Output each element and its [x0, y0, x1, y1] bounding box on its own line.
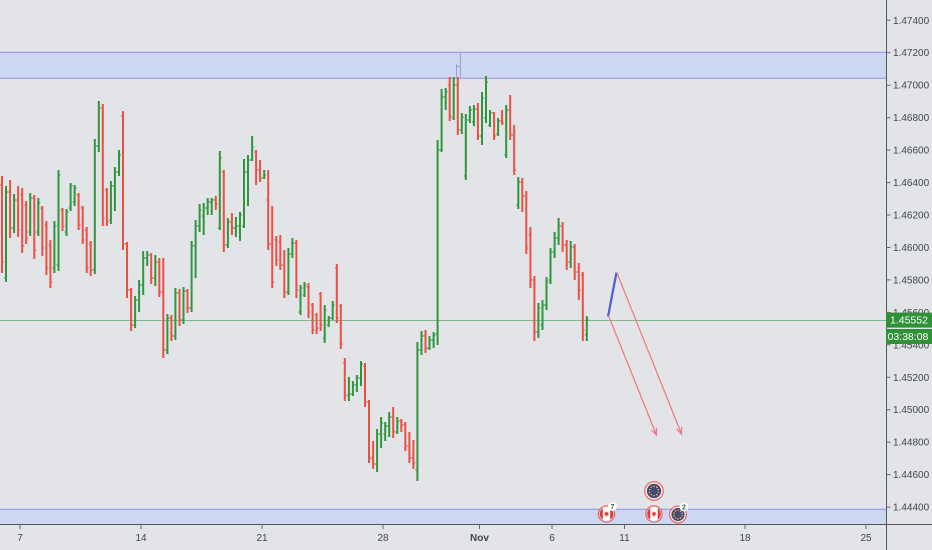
svg-text:1.45200: 1.45200	[893, 373, 930, 384]
svg-text:28: 28	[377, 533, 389, 544]
svg-text:1.45552: 1.45552	[890, 315, 928, 327]
svg-text:1.44600: 1.44600	[893, 470, 930, 481]
svg-text:1.45000: 1.45000	[893, 405, 930, 416]
svg-text:7: 7	[611, 504, 615, 511]
svg-text:14: 14	[135, 533, 147, 544]
svg-text:1.46000: 1.46000	[893, 243, 930, 254]
svg-text:1.47000: 1.47000	[893, 81, 930, 92]
svg-text:7: 7	[17, 533, 23, 544]
svg-text:1.46200: 1.46200	[893, 211, 930, 222]
svg-text:25: 25	[860, 533, 872, 544]
svg-text:1.44400: 1.44400	[893, 503, 930, 514]
svg-text:03:38:08: 03:38:08	[888, 331, 929, 343]
svg-text:18: 18	[739, 533, 751, 544]
svg-text:1.45400: 1.45400	[893, 340, 930, 351]
svg-text:1.47200: 1.47200	[893, 48, 930, 59]
svg-text:11: 11	[619, 533, 630, 544]
svg-text:1.46800: 1.46800	[893, 113, 930, 124]
svg-text:21: 21	[256, 533, 268, 544]
svg-text:1.46600: 1.46600	[893, 146, 930, 157]
svg-text:Nov: Nov	[470, 533, 489, 544]
svg-text:1.45800: 1.45800	[893, 275, 930, 286]
svg-text:6: 6	[549, 533, 555, 544]
svg-text:1.47400: 1.47400	[893, 16, 930, 27]
svg-text:1.44800: 1.44800	[893, 438, 930, 449]
svg-text:1.46400: 1.46400	[893, 178, 930, 189]
svg-text:2: 2	[682, 505, 686, 512]
